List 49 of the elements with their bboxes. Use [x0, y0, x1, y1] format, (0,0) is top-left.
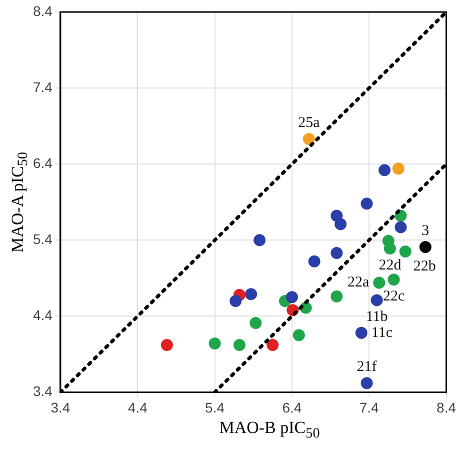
y-tick-label: 3.4: [32, 383, 53, 400]
point: [230, 294, 242, 307]
annotation: 22d: [378, 257, 402, 274]
x-tick-label: 3.4: [50, 399, 70, 416]
point: [378, 164, 391, 176]
point: [370, 294, 383, 306]
point: [399, 246, 412, 258]
point: [308, 255, 320, 268]
x-tick-label: 5.4: [205, 399, 225, 416]
annotation: 11b: [366, 309, 388, 326]
point: [384, 242, 396, 254]
point: [245, 288, 258, 300]
point: [160, 339, 173, 352]
x-tick-label: 4.4: [128, 399, 148, 416]
y-tick-label: 6.4: [32, 154, 53, 171]
point: [360, 198, 373, 210]
annotation: 3: [422, 222, 430, 239]
y-tick-label: 5.4: [32, 230, 53, 247]
x-tick-label: 6.4: [282, 399, 302, 416]
annotation: 21f: [356, 359, 377, 376]
point: [208, 338, 221, 350]
point: [330, 247, 343, 260]
annotation: 22a: [347, 274, 370, 291]
point: [373, 276, 386, 289]
point: [355, 326, 368, 339]
annotation: 25a: [298, 114, 320, 131]
point: [394, 221, 407, 234]
annotation: 22c: [382, 288, 405, 305]
annotation: 22b: [413, 258, 436, 274]
y-tick-label: 7.4: [32, 78, 53, 95]
point: [392, 162, 404, 175]
point: [292, 329, 305, 342]
point: [286, 291, 298, 304]
point: [334, 218, 347, 230]
point: [254, 234, 266, 246]
x-tick-label: 7.4: [359, 399, 380, 416]
x-axis-title: MAO-B pIC$_{50}$: [218, 418, 321, 442]
annotation: 11c: [371, 324, 393, 341]
point: [419, 240, 432, 253]
y-tick-label: 8.4: [32, 2, 53, 19]
point: [388, 274, 400, 286]
point: [233, 339, 246, 352]
point: [250, 317, 262, 330]
point: [360, 377, 373, 390]
y-tick-label: 4.4: [32, 307, 53, 324]
point: [330, 290, 343, 302]
point: [266, 339, 279, 352]
x-tick-label: 8.4: [436, 399, 456, 416]
point: [302, 132, 315, 145]
